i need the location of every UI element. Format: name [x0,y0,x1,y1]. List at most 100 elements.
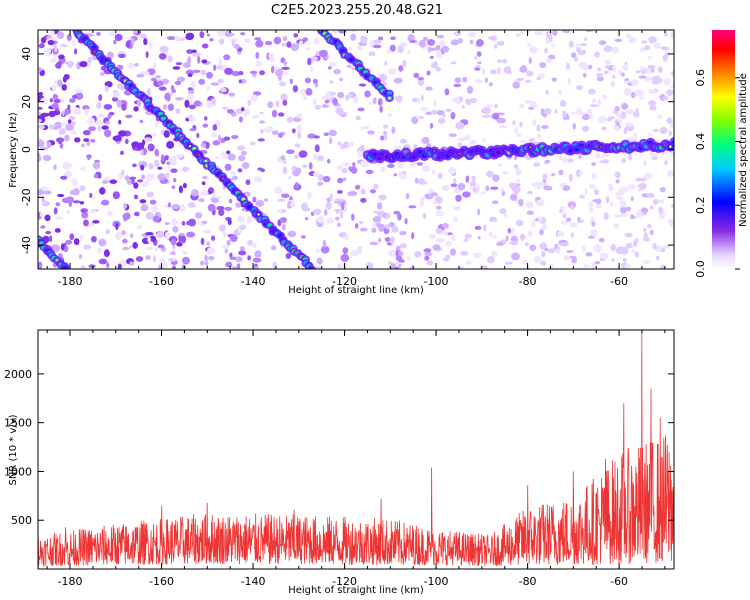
noise-blob [189,128,197,132]
noise-blob [200,143,207,148]
noise-blob [378,194,387,201]
noise-blob [332,30,339,35]
noise-blob [334,198,344,202]
noise-blob [465,175,470,183]
noise-blob [655,255,660,261]
noise-blob [55,216,63,220]
noise-blob [158,86,167,91]
noise-blob [233,43,240,50]
noise-blob [466,85,474,94]
noise-blob [80,208,88,213]
noise-blob [241,162,250,170]
noise-blob [525,201,534,209]
noise-blob [135,256,144,262]
noise-blob [186,231,196,238]
noise-blob [537,133,542,140]
noise-blob [153,159,159,166]
noise-blob [247,99,252,106]
noise-blob [615,112,624,118]
noise-blob [122,212,131,220]
noise-blob [164,231,171,239]
noise-blob [99,187,106,195]
noise-blob [664,79,671,85]
noise-blob [67,119,72,124]
noise-blob [187,56,192,65]
noise-blob [200,69,207,76]
noise-blob [418,181,428,185]
noise-blob [483,224,487,232]
noise-blob [45,230,52,235]
noise-blob [40,225,46,229]
noise-blob [254,37,262,41]
noise-blob [212,124,218,131]
noise-blob [543,107,552,115]
noise-blob [551,173,556,177]
noise-blob [474,79,483,84]
noise-blob [558,169,564,176]
noise-blob [300,88,306,96]
noise-blob [596,76,605,82]
noise-blob [156,80,164,87]
noise-blob [551,77,558,82]
noise-blob [64,134,70,142]
noise-blob [488,216,498,223]
noise-blob [59,142,64,149]
noise-blob [605,196,610,204]
noise-blob [200,237,205,246]
spectrogram-panel: -180 -160 -140 -120 -100 -80 -60 -40 -20 0 20 40 H… [8,29,675,296]
noise-blob [671,71,674,76]
noise-blob [562,110,567,118]
noise-blob [558,152,562,161]
noise-blob [87,154,91,161]
noise-blob [462,76,468,83]
noise-blob [103,103,113,110]
noise-blob [410,264,415,269]
noise-blob [136,225,143,230]
noise-blob [591,162,597,167]
noise-blob [163,130,170,138]
noise-blob [647,55,652,60]
noise-blob [218,58,222,66]
noise-blob [146,173,155,181]
noise-blob [349,30,359,33]
noise-blob [541,125,549,130]
noise-blob [201,181,206,186]
colorbar-tick-label: 0.4 [694,133,707,151]
noise-blob [615,179,620,184]
noise-blob [642,227,647,232]
noise-blob [86,117,96,126]
noise-blob [658,206,663,214]
noise-blob [626,242,633,249]
noise-blob [455,121,465,130]
noise-blob [441,230,449,236]
noise-blob [527,42,532,48]
noise-blob [227,153,236,161]
noise-blob [83,244,92,250]
noise-blob [431,169,436,175]
noise-blob [147,143,155,152]
noise-blob [103,249,110,258]
noise-blob [347,92,355,98]
noise-blob [153,132,157,137]
noise-blob [371,227,377,233]
noise-blob [51,84,57,92]
noise-blob [315,248,320,253]
noise-blob [614,171,621,179]
noise-blob [155,75,161,79]
noise-blob [317,181,324,186]
noise-blob [307,190,312,199]
noise-blob [387,261,393,265]
noise-blob [214,156,220,160]
noise-blob [494,103,498,109]
colorbar-tick-label: 0.2 [694,197,707,215]
noise-blob [189,116,197,123]
noise-blob [150,77,157,82]
noise-blob [71,39,76,46]
noise-blob [639,182,647,190]
noise-blob [604,59,611,65]
noise-blob [187,202,196,208]
noise-blob [278,132,284,138]
noise-blob [500,187,504,192]
noise-blob [79,185,86,192]
noise-blob [305,217,309,221]
